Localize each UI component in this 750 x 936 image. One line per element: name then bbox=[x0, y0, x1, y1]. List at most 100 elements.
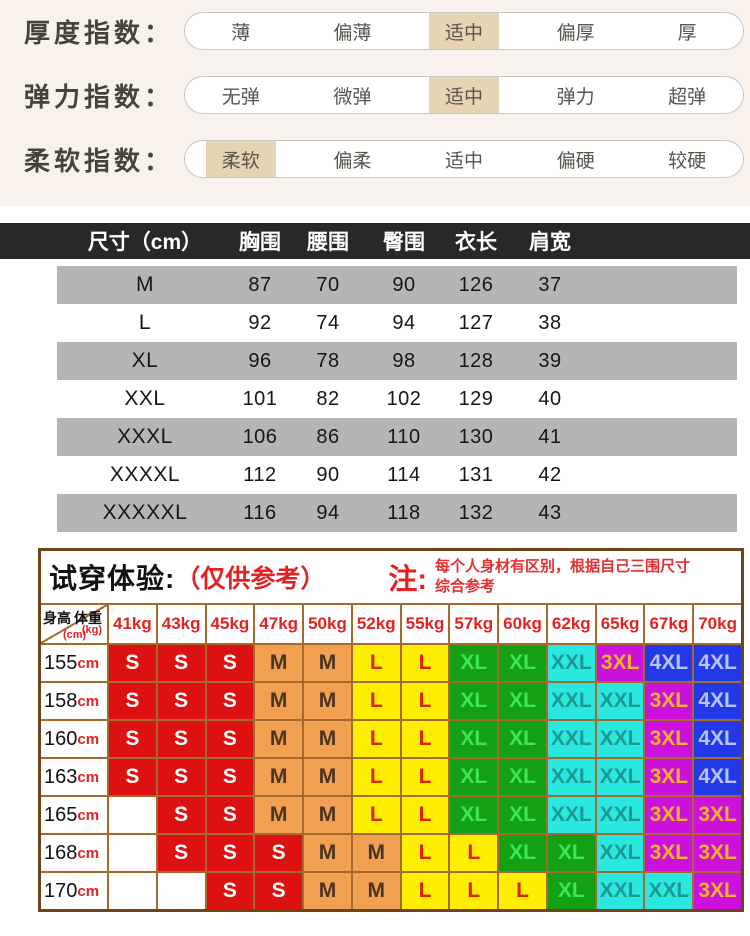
fit-size-cell: XXL bbox=[545, 757, 595, 795]
index-option-label: 柔软 bbox=[205, 141, 276, 177]
measurement-cell: 78 bbox=[316, 349, 340, 372]
index-row: 柔软指数： 柔软 偏柔 适中 偏硬 较硬 bbox=[24, 140, 744, 178]
fit-size-cell: M bbox=[302, 871, 351, 909]
index-scale: 无弹 微弹 适中 弹力 超弹 bbox=[184, 76, 744, 114]
fit-size-cell: L bbox=[350, 757, 400, 795]
height-unit: cm bbox=[77, 730, 100, 748]
fit-size-cell: S bbox=[204, 757, 254, 795]
size-table-row: XXXXL 112 90 114 131 42 bbox=[57, 456, 737, 494]
fit-size-cell: XXL bbox=[545, 681, 595, 719]
fit-size-cell: M bbox=[253, 795, 303, 833]
index-option-label: 超弹 bbox=[668, 85, 707, 108]
fit-size-cell: 4XL bbox=[692, 681, 741, 719]
index-option-label: 偏柔 bbox=[333, 149, 372, 172]
fit-size-cell: S bbox=[204, 719, 254, 757]
fit-size-cell: M bbox=[302, 757, 351, 795]
fit-size-cell: 3XL bbox=[643, 681, 693, 719]
fit-size-cell: XXL bbox=[594, 719, 644, 757]
height-unit: cm bbox=[77, 844, 100, 862]
fit-size-cell: M bbox=[350, 833, 400, 871]
fit-size-cell: S bbox=[204, 643, 254, 681]
size-table-body: M 87 70 90 126 37 L 92 74 94 127 38 XL 96 78 98 128 39 XXL… bbox=[0, 266, 750, 532]
weight-header-cell: 65kg bbox=[594, 603, 644, 643]
size-label-cell: XXXXL bbox=[109, 463, 181, 486]
measurement-cell: 74 bbox=[316, 311, 340, 334]
index-option-label: 适中 bbox=[428, 77, 499, 113]
fit-table-note: 注: 每个人身材有区别，根据自己三围尺寸 综合参考 bbox=[388, 556, 741, 598]
size-table-column-header: 腰围 bbox=[307, 231, 349, 254]
corner-weight-label: 体重 bbox=[74, 610, 102, 626]
index-option-label: 厚 bbox=[677, 21, 697, 44]
index-option: 偏薄 bbox=[297, 13, 409, 49]
measurement-cell: 40 bbox=[538, 387, 562, 410]
index-option-selected: 柔软 bbox=[185, 141, 297, 177]
fit-size-cell: L bbox=[350, 719, 400, 757]
product-index-section: 厚度指数：薄偏薄 适中 偏厚厚弹力指数： 无弹 微弹 适中 弹力 超弹 柔软指数： 柔软 偏柔 适中偏… bbox=[0, 0, 750, 206]
index-scale: 柔软 偏柔 适中 偏硬 较硬 bbox=[184, 140, 744, 178]
corner-height-label: 身高 bbox=[43, 610, 71, 626]
index-option: 薄 bbox=[185, 13, 297, 49]
index-option-selected: 适中 bbox=[408, 77, 520, 113]
height-value: 165 bbox=[44, 803, 78, 826]
height-label-cell: 168 cm bbox=[41, 833, 107, 871]
fit-size-cell: XXL bbox=[594, 795, 644, 833]
fit-size-cell: S bbox=[107, 643, 156, 681]
index-option-label: 偏硬 bbox=[556, 149, 595, 172]
size-table-row: M 87 70 90 126 37 bbox=[57, 266, 737, 304]
weight-header-cell: 57kg bbox=[448, 603, 498, 643]
index-label: 弹力指数： bbox=[24, 82, 175, 113]
fit-size-cell: XL bbox=[497, 719, 546, 757]
fit-size-cell: 4XL bbox=[692, 757, 741, 795]
index-option-label: 偏厚 bbox=[556, 21, 595, 44]
corner-height-unit: (cm) bbox=[63, 629, 87, 641]
fit-size-cell: M bbox=[302, 681, 351, 719]
fit-size-cell: XL bbox=[545, 833, 595, 871]
measurement-cell: 43 bbox=[538, 501, 562, 524]
index-option-label: 薄 bbox=[231, 21, 251, 44]
fit-size-cell: 4XL bbox=[692, 643, 741, 681]
fit-reference-table: 试穿体验: （仅供参考） 注: 每个人身材有区别，根据自己三围尺寸 综合参考 体… bbox=[38, 548, 744, 912]
fit-size-cell: S bbox=[107, 719, 156, 757]
fit-size-cell: L bbox=[399, 795, 449, 833]
fit-size-cell: 3XL bbox=[594, 643, 644, 681]
fit-size-cell: XXL bbox=[545, 795, 595, 833]
fit-size-cell: XL bbox=[497, 643, 546, 681]
fit-size-cell: 3XL bbox=[643, 757, 693, 795]
fit-size-cell: XL bbox=[448, 719, 498, 757]
height-label-cell: 165 cm bbox=[41, 795, 107, 833]
fit-size-cell: 3XL bbox=[692, 795, 741, 833]
height-label-cell: 160 cm bbox=[41, 719, 107, 757]
index-option-label: 无弹 bbox=[221, 85, 260, 108]
fit-size-cell: L bbox=[448, 871, 498, 909]
index-row: 厚度指数： 薄 偏薄 适中 偏厚 厚 bbox=[24, 12, 744, 50]
measurement-cell: 102 bbox=[386, 387, 422, 410]
fit-size-cell: L bbox=[399, 757, 449, 795]
fit-size-cell: XL bbox=[497, 757, 546, 795]
fit-size-cell: L bbox=[448, 833, 498, 871]
size-table: 尺寸（cm） 胸围 腰围 臀围 衣长 肩宽 M 87 70 90 126 37 L 92 74 94 127 3… bbox=[0, 223, 750, 532]
measurement-cell: 116 bbox=[243, 501, 277, 524]
fit-size-cell: 3XL bbox=[643, 833, 693, 871]
fit-size-cell: M bbox=[302, 795, 351, 833]
fit-size-cell: M bbox=[302, 643, 351, 681]
weight-header-cell: 52kg bbox=[350, 603, 400, 643]
size-label-cell: XXXXXL bbox=[102, 501, 188, 524]
fit-table-title: 试穿体验: bbox=[49, 563, 176, 594]
weight-header-cell: 62kg bbox=[545, 603, 595, 643]
index-option: 偏硬 bbox=[520, 141, 632, 177]
fit-size-cell: 4XL bbox=[643, 643, 693, 681]
fit-table-title-disclaimer: （仅供参考） bbox=[175, 565, 326, 593]
index-option-label: 适中 bbox=[444, 149, 483, 172]
size-table-column-header: 衣长 bbox=[455, 231, 497, 254]
note-text: 每个人身材有区别，根据自己三围尺寸 综合参考 bbox=[435, 557, 737, 598]
weight-header-cell: 70kg bbox=[692, 603, 741, 643]
fit-size-cell: L bbox=[399, 833, 449, 871]
measurement-cell: 86 bbox=[316, 425, 340, 448]
index-option-label: 较硬 bbox=[668, 149, 707, 172]
fit-size-cell: S bbox=[204, 795, 254, 833]
index-option: 较硬 bbox=[631, 141, 743, 177]
height-unit: cm bbox=[77, 882, 100, 900]
measurement-cell: 38 bbox=[538, 311, 562, 334]
fit-size-cell: M bbox=[253, 757, 303, 795]
height-unit: cm bbox=[77, 654, 100, 672]
